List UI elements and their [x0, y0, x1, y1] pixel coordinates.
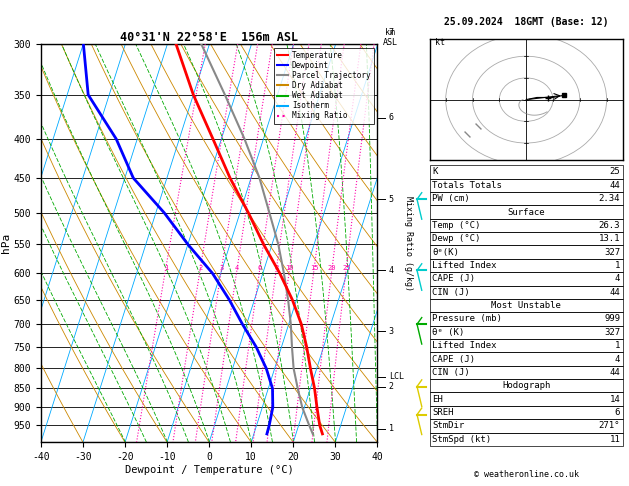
- Text: Temp (°C): Temp (°C): [432, 221, 481, 230]
- Text: 4: 4: [235, 264, 240, 271]
- Text: 271°: 271°: [599, 421, 620, 431]
- Text: 26.3: 26.3: [599, 221, 620, 230]
- Text: 327: 327: [604, 328, 620, 337]
- Text: StmSpd (kt): StmSpd (kt): [432, 434, 491, 444]
- Text: 999: 999: [604, 314, 620, 324]
- Text: 5: 5: [389, 195, 394, 204]
- Text: 2: 2: [389, 382, 394, 391]
- Text: 2: 2: [198, 264, 203, 271]
- Text: LCL: LCL: [389, 372, 404, 381]
- Text: 8: 8: [274, 264, 279, 271]
- Text: CIN (J): CIN (J): [432, 288, 470, 297]
- Text: CAPE (J): CAPE (J): [432, 274, 475, 283]
- Title: 40°31'N 22°58'E  156m ASL: 40°31'N 22°58'E 156m ASL: [120, 31, 298, 44]
- Text: 14: 14: [610, 395, 620, 404]
- Text: 4: 4: [615, 354, 620, 364]
- Y-axis label: hPa: hPa: [1, 233, 11, 253]
- Text: 2.34: 2.34: [599, 194, 620, 203]
- Text: 44: 44: [610, 181, 620, 190]
- Text: km
ASL: km ASL: [382, 28, 398, 47]
- Text: Surface: Surface: [508, 208, 545, 217]
- Text: θᵉ (K): θᵉ (K): [432, 328, 464, 337]
- Text: PW (cm): PW (cm): [432, 194, 470, 203]
- Text: 25: 25: [342, 264, 350, 271]
- Text: CIN (J): CIN (J): [432, 368, 470, 377]
- Text: 1: 1: [389, 424, 394, 433]
- Text: 25: 25: [610, 167, 620, 176]
- Text: 7: 7: [389, 28, 394, 37]
- Text: kt: kt: [435, 38, 445, 48]
- Text: Totals Totals: Totals Totals: [432, 181, 502, 190]
- Text: StmDir: StmDir: [432, 421, 464, 431]
- Text: Dewp (°C): Dewp (°C): [432, 234, 481, 243]
- Text: 3: 3: [389, 327, 394, 336]
- Text: 25.09.2024  18GMT (Base: 12): 25.09.2024 18GMT (Base: 12): [444, 17, 608, 27]
- Text: 6: 6: [615, 408, 620, 417]
- Text: 11: 11: [610, 434, 620, 444]
- Text: Pressure (mb): Pressure (mb): [432, 314, 502, 324]
- Text: 15: 15: [310, 264, 318, 271]
- Text: 44: 44: [610, 288, 620, 297]
- Text: CAPE (J): CAPE (J): [432, 354, 475, 364]
- Text: 10: 10: [286, 264, 294, 271]
- Text: K: K: [432, 167, 438, 176]
- Text: 4: 4: [615, 274, 620, 283]
- Text: 3: 3: [220, 264, 224, 271]
- Text: Most Unstable: Most Unstable: [491, 301, 561, 310]
- Text: 327: 327: [604, 247, 620, 257]
- Text: EH: EH: [432, 395, 443, 404]
- Text: 13.1: 13.1: [599, 234, 620, 243]
- Legend: Temperature, Dewpoint, Parcel Trajectory, Dry Adiabat, Wet Adiabat, Isotherm, Mi: Temperature, Dewpoint, Parcel Trajectory…: [274, 48, 374, 123]
- Text: 1: 1: [164, 264, 168, 271]
- Text: θᵉ(K): θᵉ(K): [432, 247, 459, 257]
- Text: 6: 6: [258, 264, 262, 271]
- Text: Mixing Ratio (g/kg): Mixing Ratio (g/kg): [404, 195, 413, 291]
- Text: Lifted Index: Lifted Index: [432, 341, 497, 350]
- X-axis label: Dewpoint / Temperature (°C): Dewpoint / Temperature (°C): [125, 465, 294, 475]
- Text: Lifted Index: Lifted Index: [432, 261, 497, 270]
- Text: 20: 20: [328, 264, 337, 271]
- Text: © weatheronline.co.uk: © weatheronline.co.uk: [474, 469, 579, 479]
- Text: 4: 4: [389, 266, 394, 275]
- Text: 1: 1: [615, 261, 620, 270]
- Text: 6: 6: [389, 113, 394, 122]
- Text: 1: 1: [615, 341, 620, 350]
- Text: SREH: SREH: [432, 408, 454, 417]
- Text: Hodograph: Hodograph: [502, 381, 550, 390]
- Text: 44: 44: [610, 368, 620, 377]
